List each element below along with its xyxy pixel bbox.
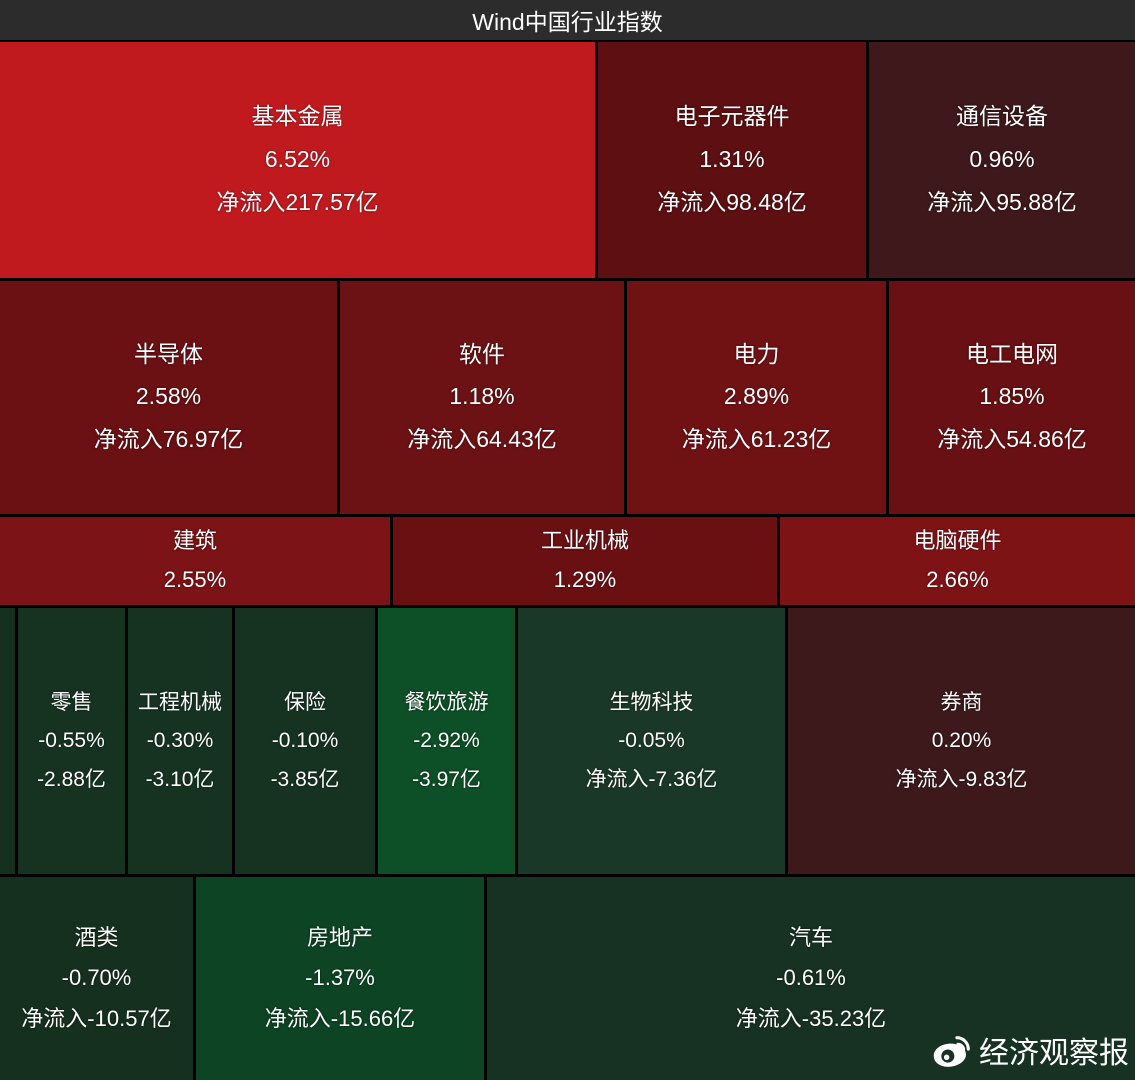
- tile-name: 汽车: [788, 924, 833, 950]
- treemap-row: 建筑 2.55% 工业机械 1.29% 电脑硬件 2.66%: [0, 517, 1135, 605]
- treemap-tile[interactable]: 建筑 2.55%: [0, 517, 390, 605]
- tile-name: 保险: [284, 690, 326, 714]
- tile-name: 酒类: [74, 924, 119, 950]
- tile-change: 0.20%: [931, 729, 992, 753]
- treemap-tile[interactable]: 酒类 -0.70% 净流入-10.57亿: [0, 877, 193, 1080]
- tile-name: 餐饮旅游: [404, 690, 489, 714]
- tile-change: -2.92%: [413, 729, 480, 753]
- treemap-tile[interactable]: 工业机械 1.29%: [393, 517, 777, 605]
- tile-name: 工业机械: [540, 528, 629, 554]
- treemap-row: 酒类 -0.70% 净流入-10.57亿 房地产 -1.37% 净流入-15.66亿 汽车 -…: [0, 877, 1135, 1080]
- tile-flow: -3.10亿: [145, 767, 215, 791]
- treemap-tile[interactable]: 基本金属 6.52% 净流入217.57亿: [0, 42, 595, 278]
- page-title: Wind中国行业指数: [0, 0, 1135, 40]
- tile-change: 2.66%: [926, 567, 989, 592]
- tile-change: 2.89%: [723, 383, 790, 410]
- treemap-tile[interactable]: 通信设备 0.96% 净流入95.88亿: [869, 42, 1135, 278]
- tile-flow: -2.88亿: [37, 767, 106, 791]
- tile-change: -0.61%: [776, 965, 846, 991]
- tile-change: 0.96%: [969, 145, 1035, 172]
- treemap-tile[interactable]: [0, 607, 15, 875]
- tile-name: 房地产: [306, 924, 373, 950]
- treemap-tile[interactable]: 工程机械 -0.30% -3.10亿: [128, 607, 232, 875]
- tile-change: 1.18%: [449, 383, 515, 410]
- tile-flow: 净流入-9.83亿: [895, 767, 1028, 791]
- treemap-tile[interactable]: 餐饮旅游 -2.92% -3.97亿: [378, 607, 515, 875]
- tile-flow: 净流入64.43亿: [407, 426, 557, 453]
- weibo-icon: [931, 1030, 971, 1070]
- tile-change: 1.31%: [699, 145, 765, 172]
- tile-change: -0.70%: [61, 965, 132, 991]
- treemap-tile[interactable]: 保险 -0.10% -3.85亿: [235, 607, 375, 875]
- tile-name: 软件: [459, 340, 505, 367]
- tile-name: 电工电网: [966, 340, 1058, 367]
- tile-name: 电脑硬件: [913, 528, 1002, 554]
- tile-name: 零售: [50, 690, 93, 714]
- tile-name: 电力: [733, 340, 780, 367]
- treemap-row: 零售 -0.55% -2.88亿 工程机械 -0.30% -3.10亿 保险 -0.10% -3…: [0, 607, 1135, 875]
- tile-change: -0.10%: [271, 729, 339, 753]
- tile-flow: 净流入76.97亿: [93, 426, 244, 453]
- tile-flow: 净流入54.86亿: [937, 426, 1087, 453]
- tile-change: 2.58%: [135, 383, 202, 410]
- tile-name: 基本金属: [251, 103, 344, 130]
- tile-flow: 净流入98.48亿: [657, 188, 807, 215]
- tile-flow: 净流入-15.66亿: [264, 1006, 416, 1032]
- treemap-tile[interactable]: 软件 1.18% 净流入64.43亿: [340, 280, 624, 515]
- tile-change: 1.29%: [553, 567, 617, 592]
- tile-change: 6.52%: [264, 145, 331, 172]
- treemap-tile[interactable]: 电力 2.89% 净流入61.23亿: [627, 280, 886, 515]
- tile-flow: 净流入61.23亿: [681, 426, 832, 453]
- tile-change: -0.05%: [618, 729, 685, 753]
- tile-name: 建筑: [172, 528, 217, 554]
- treemap-tile[interactable]: 电工电网 1.85% 净流入54.86亿: [889, 280, 1135, 515]
- tile-flow: 净流入95.88亿: [927, 188, 1077, 215]
- tile-name: 工程机械: [138, 690, 222, 714]
- tile-name: 生物科技: [609, 690, 694, 714]
- tile-change: 2.55%: [163, 567, 227, 592]
- tile-change: -0.55%: [38, 729, 105, 753]
- tile-flow: 净流入-35.23亿: [735, 1006, 887, 1032]
- treemap-tile[interactable]: 半导体 2.58% 净流入76.97亿: [0, 280, 337, 515]
- treemap-tile[interactable]: 汽车 -0.61% 净流入-35.23亿: [487, 877, 1135, 1080]
- tile-name: 通信设备: [956, 103, 1048, 130]
- tile-flow: 净流入217.57亿: [216, 188, 379, 215]
- tile-name: 券商: [940, 690, 983, 714]
- tile-flow: 净流入-10.57亿: [21, 1006, 172, 1032]
- tile-flow: -3.97亿: [412, 767, 481, 791]
- treemap-tile[interactable]: 电子元器件 1.31% 净流入98.48亿: [598, 42, 866, 278]
- treemap-tile[interactable]: 房地产 -1.37% 净流入-15.66亿: [196, 877, 484, 1080]
- tile-flow: 净流入-7.36亿: [585, 767, 718, 791]
- tile-name: 半导体: [134, 340, 203, 367]
- watermark: 经济观察报: [931, 1028, 1129, 1072]
- tile-name: 电子元器件: [674, 103, 790, 130]
- tile-change: -1.37%: [305, 965, 375, 991]
- tile-change: -0.30%: [146, 729, 214, 753]
- treemap-tile[interactable]: 生物科技 -0.05% 净流入-7.36亿: [518, 607, 785, 875]
- tile-change: 1.85%: [979, 383, 1045, 410]
- treemap-row: 半导体 2.58% 净流入76.97亿 软件 1.18% 净流入64.43亿 电力 2.89%…: [0, 280, 1135, 515]
- watermark-text: 经济观察报: [979, 1037, 1129, 1070]
- treemap: 基本金属 6.52% 净流入217.57亿 电子元器件 1.31% 净流入98.48亿 通信…: [0, 40, 1135, 1080]
- treemap-tile[interactable]: 零售 -0.55% -2.88亿: [18, 607, 125, 875]
- treemap-row: 基本金属 6.52% 净流入217.57亿 电子元器件 1.31% 净流入98.48亿 通信…: [0, 42, 1135, 278]
- tile-flow: -3.85亿: [270, 767, 340, 791]
- treemap-tile[interactable]: 券商 0.20% 净流入-9.83亿: [788, 607, 1135, 875]
- treemap-tile[interactable]: 电脑硬件 2.66%: [780, 517, 1135, 605]
